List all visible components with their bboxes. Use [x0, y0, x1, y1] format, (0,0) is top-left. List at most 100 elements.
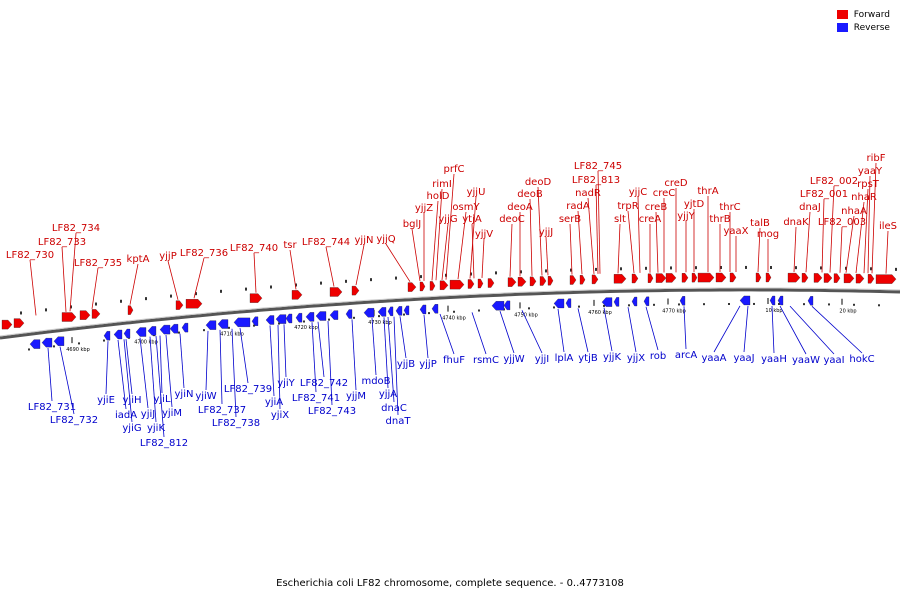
gene-label: deoA: [507, 202, 533, 213]
gene-label: yjjI: [535, 354, 549, 365]
leader-line: [253, 252, 257, 293]
gene-label: yaaH: [761, 354, 787, 365]
gene-label: yaaY: [858, 166, 883, 177]
gene-label: yjiL: [153, 394, 170, 405]
gene-label: LF82_743: [308, 406, 356, 417]
leader-line: [867, 175, 871, 274]
gene-label: yjiE: [97, 395, 115, 406]
gene-label: radA: [566, 201, 590, 212]
reverse-gene-arrow: [431, 304, 439, 314]
minor-dash: [95, 302, 97, 306]
forward-gene-arrow: [61, 312, 77, 322]
leader-line: [239, 327, 249, 384]
reverse-gene-arrow: [123, 328, 131, 339]
gene-label: LF82_739: [224, 384, 272, 395]
reverse-gene-arrow: [491, 301, 505, 311]
tick-label: 4770 kbp: [662, 308, 686, 314]
gene-label: yjjJ: [539, 227, 553, 238]
leader-line: [529, 198, 533, 276]
minor-dash: [628, 304, 630, 307]
gene-label: yjiK: [147, 423, 165, 434]
forward-gene-arrow: [127, 305, 134, 315]
gene-label: yaaJ: [733, 353, 754, 364]
leader-line: [471, 312, 487, 355]
minor-dash: [720, 266, 722, 269]
tick-label: 4740 kbp: [442, 316, 466, 322]
gene-label: yjjA: [379, 389, 397, 400]
reverse-gene-arrow: [315, 311, 327, 321]
gene-label: mdoB: [361, 376, 390, 387]
minor-dash: [478, 309, 480, 312]
gene-labels: LF82_730 LF82_733 LF82_734 LF82_735 kptA yjjP…: [6, 153, 897, 449]
minor-dash: [220, 289, 222, 293]
leader-line: [471, 223, 475, 279]
reverse-gene-arrow: [403, 305, 410, 316]
minor-dash: [678, 303, 680, 306]
gene-label: LF82_003: [818, 217, 866, 228]
minor-dash: [578, 305, 580, 308]
leader-line: [269, 325, 275, 397]
forward-gene-arrow: [429, 281, 436, 291]
minor-dash: [53, 345, 55, 348]
minor-dash: [528, 307, 530, 310]
gene-label: ytjB: [578, 353, 598, 364]
gene-label: dnaJ: [799, 202, 821, 213]
leader-line: [779, 305, 807, 355]
forward-gene-arrow: [185, 299, 203, 309]
leader-line: [385, 243, 411, 282]
gene-label: yjiM: [162, 408, 182, 419]
gene-label: LF82_733: [38, 237, 86, 248]
gene-label: yjtD: [684, 199, 705, 210]
leader-line: [577, 210, 583, 275]
reverse-gene-arrow: [613, 297, 620, 307]
leader-line: [149, 336, 157, 423]
leader-line: [355, 244, 365, 286]
leader-line: [509, 223, 513, 277]
minor-dash: [878, 304, 880, 307]
minor-dash: [170, 294, 172, 298]
backbone-highlight: [0, 287, 900, 337]
reverse-gene-arrow: [419, 304, 427, 315]
forward-gene-arrow: [419, 281, 426, 292]
forward-gene-arrow: [449, 279, 465, 290]
leader-line: [317, 321, 325, 378]
forward-gene-arrow: [715, 272, 727, 283]
leader-line: [683, 306, 687, 350]
forward-gene-arrow: [329, 287, 343, 297]
leader-line: [139, 337, 149, 409]
minor-dash: [845, 266, 847, 270]
gene-label: yjjN: [355, 235, 374, 246]
gene-label: slt: [614, 214, 626, 225]
minor-dash: [620, 267, 622, 271]
reverse-gene-arrow: [631, 296, 638, 307]
reverse-gene-arrow: [275, 314, 287, 324]
gene-label: bglJ: [403, 219, 421, 230]
tick-label: 4730 kbp: [368, 320, 392, 326]
leader-line: [811, 306, 863, 354]
reverse-gene-arrow: [777, 295, 784, 306]
reverse-swatch: [836, 23, 848, 32]
reverse-gene-arrow: [147, 326, 157, 336]
gene-label: creA: [639, 214, 662, 225]
leader-line: [179, 333, 185, 389]
minor-dash: [553, 306, 555, 309]
forward-gene-arrow: [843, 273, 855, 284]
gene-label: yjjW: [503, 354, 524, 365]
minor-dash: [728, 303, 730, 305]
forward-gene-arrow: [351, 285, 360, 296]
reverse-gene-arrow: [329, 310, 339, 320]
leader-line: [577, 308, 589, 353]
reverse-gene-arrow: [305, 312, 315, 322]
reverse-gene-arrow: [181, 322, 189, 333]
forward-gene-arrow: [507, 277, 517, 287]
gene-label: yjjG: [438, 214, 457, 225]
leader-line: [91, 267, 99, 309]
leader-line: [399, 316, 407, 359]
tick-label: 4760 kbp: [588, 310, 612, 316]
gene-label: hokC: [849, 354, 874, 365]
gene-label: yjiH: [123, 395, 142, 406]
forward-gene-arrow: [875, 274, 897, 284]
leader-line: [829, 185, 835, 273]
forward-gene-arrow: [681, 273, 689, 283]
